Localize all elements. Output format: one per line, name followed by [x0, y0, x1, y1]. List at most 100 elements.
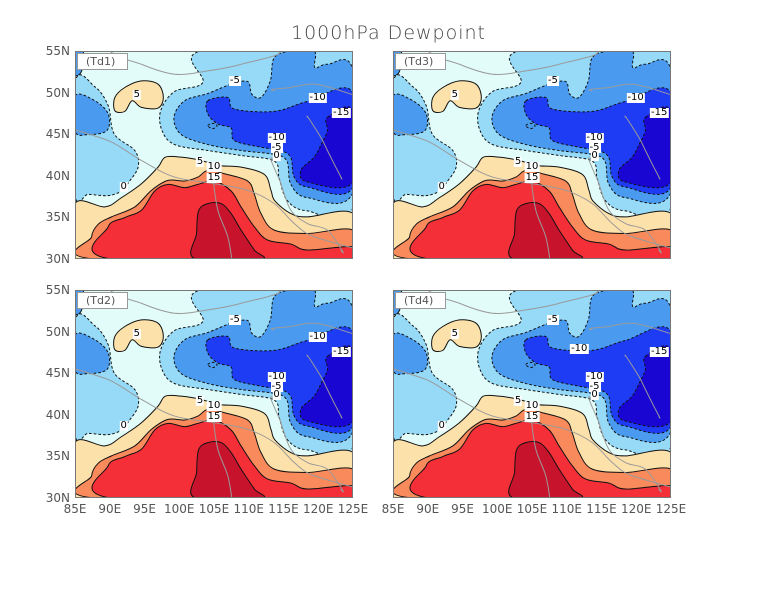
fill-below-minus15 — [299, 106, 353, 189]
contour-label: -5 — [588, 141, 601, 153]
y-tick-label: 55N — [45, 283, 70, 297]
contour-label: 15 — [524, 411, 540, 423]
contour-label: -10 — [308, 330, 327, 342]
contour-label: 10 — [524, 161, 540, 173]
panel-frame — [75, 290, 353, 498]
contour-label: 0 — [590, 149, 599, 161]
x-tick-label: 125E — [337, 502, 369, 516]
fill-above-20 — [508, 441, 584, 498]
map-panel-td4: (Td4) -5 -10 -15 -10 -5 0 5 5 10 15 0 — [393, 290, 671, 498]
contour-label: -5 — [228, 313, 241, 325]
contour-label: 10 — [524, 400, 540, 412]
boundary-line — [213, 420, 233, 498]
fill-below-minus5-west — [393, 332, 429, 375]
contour-label: 0 — [119, 420, 128, 432]
x-tick-label: 95E — [133, 502, 156, 516]
map-panel-td2: (Td2) -5 -10 -15 -10 -5 0 5 5 10 15 0 — [75, 290, 353, 498]
boundary-line — [393, 129, 671, 249]
map-panel-td3: (Td3) -5 -10 -15 -10 -5 0 5 5 10 15 0 — [393, 51, 671, 259]
contour-label: -10 — [267, 371, 286, 383]
contour-label: 0 — [119, 181, 128, 193]
contour-label: 0 — [272, 388, 281, 400]
contour-label: 15 — [206, 172, 222, 184]
panel-frame — [75, 51, 353, 259]
fill-above-20 — [190, 202, 266, 259]
y-tick-label: 45N — [45, 127, 70, 142]
boundary-line — [270, 396, 344, 493]
contour-label: 5 — [195, 156, 205, 168]
boundary-line — [589, 83, 671, 98]
contour-label: -5 — [228, 74, 241, 86]
x-tick-label: 90E — [416, 502, 440, 516]
x-tick-label: 85E — [63, 502, 87, 516]
boundary-line — [393, 368, 671, 488]
fill-below-minus15 — [617, 106, 671, 189]
x-tick-label: 120E — [303, 502, 334, 516]
contour-label: 5 — [513, 395, 523, 407]
panel-label: (Td1) — [77, 53, 129, 70]
contour-label: -5 — [270, 380, 283, 392]
y-tick-label: 50N — [45, 324, 70, 339]
contour-plot — [393, 290, 671, 498]
panel-label: (Td2) — [77, 292, 129, 309]
x-tick-label: 125E — [655, 502, 687, 516]
contour-label: -10 — [267, 132, 286, 144]
boundary-line — [271, 322, 353, 337]
boundary-line — [624, 354, 661, 419]
boundary-line — [588, 157, 662, 254]
contour-label: 0 — [272, 149, 281, 161]
y-tick-label: 50N — [45, 85, 70, 100]
contour-label: -10 — [308, 91, 327, 103]
fill-below-minus5-west — [393, 93, 429, 136]
boundary-line — [589, 322, 671, 337]
y-tick-label: 40N — [45, 168, 70, 183]
x-tick-label: 110E — [233, 502, 265, 516]
contour-label: -5 — [270, 141, 283, 153]
boundary-line — [270, 157, 344, 254]
boundary-line — [213, 181, 233, 259]
y-tick-label: 55N — [45, 44, 70, 58]
contour-label: 5 — [513, 156, 523, 168]
boundary-line — [306, 115, 343, 180]
boundary-line — [110, 51, 281, 75]
panel-frame — [393, 290, 671, 498]
contour-label: -15 — [332, 106, 351, 118]
contour-label: 5 — [132, 89, 142, 101]
y-tick-label: 30N — [45, 252, 70, 266]
fill-below-minus15 — [617, 345, 671, 428]
x-tick-label: 100E — [164, 502, 195, 516]
boundary-line — [531, 420, 551, 498]
x-tick-label: 85E — [381, 502, 405, 516]
contour-label: -10 — [585, 132, 604, 144]
boundary-line — [75, 129, 353, 249]
contour-label: -5 — [588, 380, 601, 392]
contour-label: -5 — [546, 74, 559, 86]
fill-island — [207, 122, 218, 130]
contour-label: -10 — [570, 343, 589, 355]
fill-above-20 — [190, 441, 266, 498]
y-tick-label: 40N — [45, 407, 70, 422]
y-tick-label: 35N — [45, 210, 70, 225]
x-tick-label: 120E — [621, 502, 652, 516]
x-tick-label: 105E — [516, 502, 548, 516]
contour-label: -10 — [626, 91, 645, 103]
contour-label: -15 — [650, 106, 669, 118]
x-tick-label: 105E — [198, 502, 230, 516]
contour-label: 0 — [590, 388, 599, 400]
x-tick-label: 115E — [268, 502, 299, 516]
boundary-line — [428, 290, 599, 314]
x-tick-label: 95E — [451, 502, 474, 516]
fill-below-minus15 — [299, 345, 353, 428]
contour-label: 15 — [524, 172, 540, 184]
fill-island — [525, 122, 536, 130]
boundary-line — [624, 115, 661, 180]
boundary-line — [588, 396, 662, 493]
contour-label: 5 — [195, 395, 205, 407]
boundary-line — [75, 368, 353, 488]
fill-below-minus5-west — [75, 93, 111, 136]
contour-label: 0 — [437, 181, 446, 193]
map-panel-td1: (Td1) -5 -10 -15 -10 -5 0 5 5 10 15 0 — [75, 51, 353, 259]
contour-label: 15 — [206, 411, 222, 423]
contour-label: -15 — [650, 345, 669, 357]
panel-label: (Td3) — [395, 53, 447, 70]
